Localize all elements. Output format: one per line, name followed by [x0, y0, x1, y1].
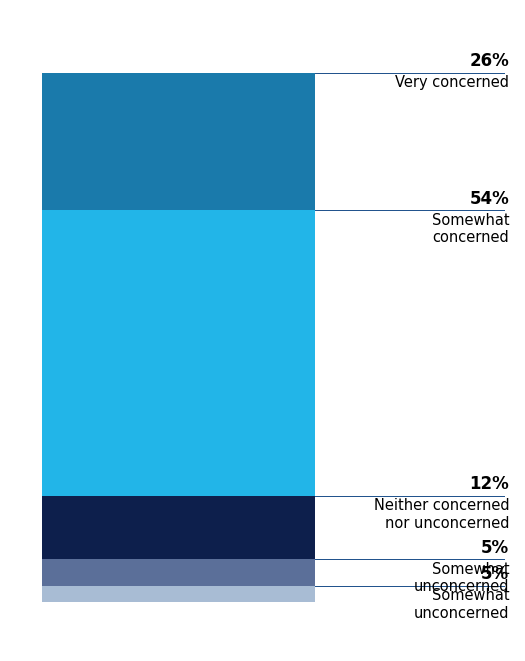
Text: Neither concerned
nor unconcerned: Neither concerned nor unconcerned: [374, 498, 509, 531]
Text: Somewhat
concerned: Somewhat concerned: [432, 213, 509, 245]
Text: 5%: 5%: [481, 565, 509, 583]
Bar: [42, 586, 315, 602]
Text: 12%: 12%: [469, 475, 509, 493]
Text: 5%: 5%: [481, 539, 509, 557]
Bar: [42, 210, 315, 496]
Text: 54%: 54%: [469, 190, 509, 208]
Text: 26%: 26%: [469, 52, 509, 70]
Text: Very concerned: Very concerned: [395, 75, 509, 91]
Text: Somewhat
unconcerned: Somewhat unconcerned: [414, 588, 509, 621]
Text: Somewhat
unconcerned: Somewhat unconcerned: [414, 562, 509, 594]
Bar: [42, 496, 315, 559]
Bar: [42, 559, 315, 586]
Bar: [42, 73, 315, 210]
